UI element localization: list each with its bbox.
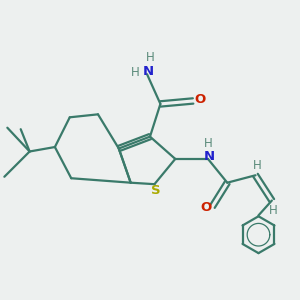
Text: H: H [204, 137, 213, 150]
Text: O: O [200, 202, 211, 214]
Text: H: H [146, 51, 154, 64]
Text: N: N [204, 150, 215, 163]
Text: N: N [143, 65, 154, 78]
Text: S: S [151, 184, 161, 197]
Text: H: H [253, 159, 261, 172]
Text: H: H [269, 203, 278, 217]
Text: H: H [131, 66, 140, 79]
Text: O: O [194, 93, 205, 106]
